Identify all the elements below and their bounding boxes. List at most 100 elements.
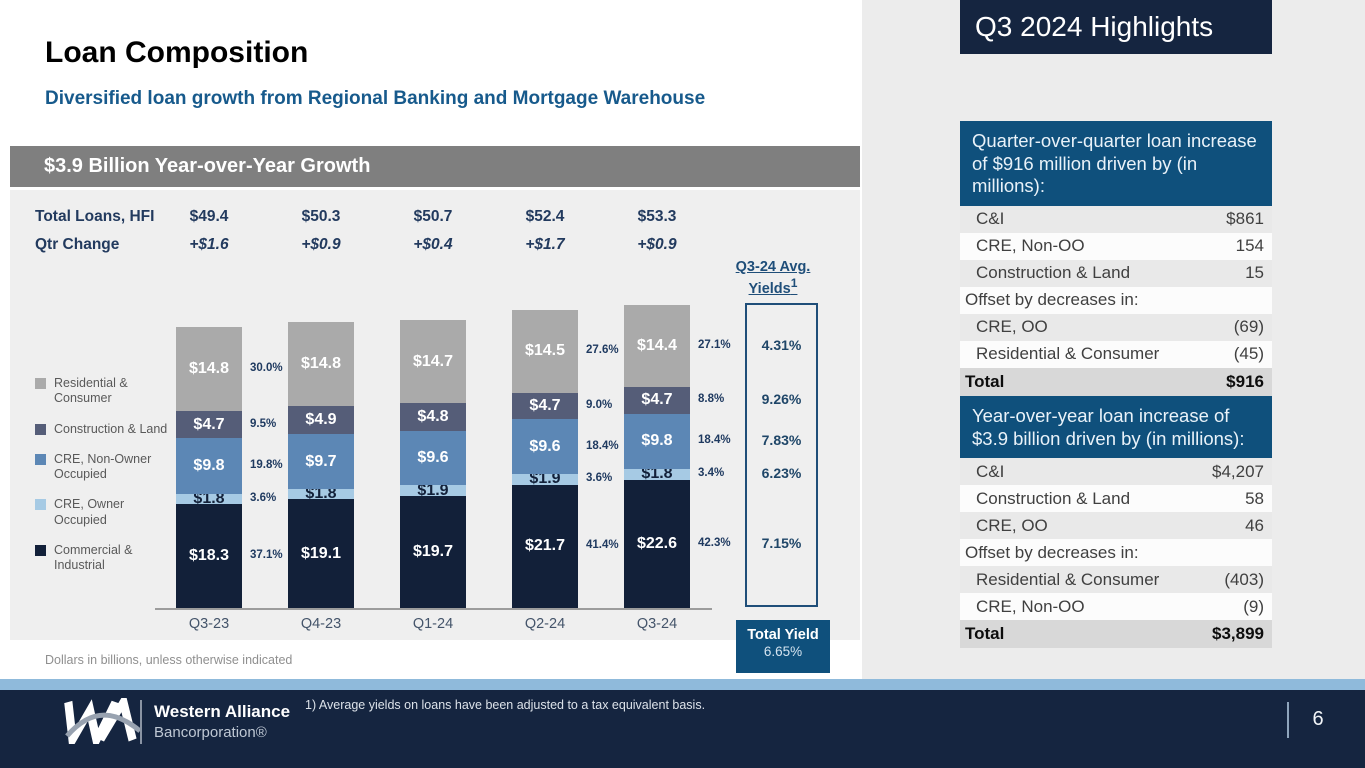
chart-legend: Residential & Consumer Construction & Lan… [35, 376, 195, 588]
table-row: CRE, Non-OO (9) [960, 593, 1272, 621]
bar-segment-value: $1.8 [641, 465, 673, 483]
highlights-header: Q3 2024 Highlights [960, 0, 1272, 54]
total-loans-value: $49.4 [189, 208, 229, 225]
row-value: 58 [1245, 488, 1264, 508]
avg-yield-value: 6.23% [761, 465, 802, 482]
bar-segment-value: $14.7 [412, 352, 454, 370]
x-axis-tick-label: Q3-23 [188, 616, 230, 632]
yields-box [745, 303, 818, 607]
x-axis-tick-label: Q1-24 [412, 616, 454, 632]
bar-segment: $14.8 [176, 327, 242, 412]
row-label: Construction & Land [976, 263, 1131, 283]
row-value: (45) [1233, 344, 1264, 364]
row-value: 15 [1245, 263, 1264, 283]
bar-segment: $19.7 [400, 496, 466, 608]
row-label: C&I [976, 461, 1005, 481]
segment-percent-label: 19.8% [250, 458, 283, 471]
bar-segment-value: $4.8 [417, 407, 449, 425]
bar-segment: $14.7 [400, 319, 466, 404]
bar-segment: $4.7 [512, 392, 578, 420]
bar-segment: $14.5 [512, 310, 578, 393]
row-label: C&I [976, 209, 1005, 229]
total-yield-value: 6.65% [763, 644, 803, 659]
qtr-change-label: Qtr Change [35, 236, 120, 253]
table-row: Residential & Consumer (45) [960, 340, 1272, 368]
x-axis-line [155, 608, 712, 610]
bar-segment-value: $4.7 [529, 396, 561, 414]
table-total-row: Total $916 [960, 367, 1272, 396]
segment-percent-label: 18.4% [698, 434, 731, 447]
total-loans-value: $50.3 [301, 208, 341, 225]
row-value: (69) [1233, 317, 1264, 337]
bar-segment-value: $19.7 [412, 542, 454, 560]
bar-segment-value: $4.7 [193, 415, 225, 433]
x-axis-tick-label: Q2-24 [524, 616, 566, 632]
bar-segment: $1.8 [288, 485, 354, 502]
table-row: CRE, OO (69) [960, 313, 1272, 341]
highlights-table-title: Year-over-year loan increase of $3.9 bil… [960, 396, 1272, 459]
highlights-table: Year-over-year loan increase of $3.9 bil… [960, 396, 1272, 649]
bar-segment-value: $9.8 [193, 456, 225, 474]
qtr-change-value: +$1.6 [189, 236, 229, 253]
segment-percent-label: 27.1% [698, 338, 731, 351]
table-row: C&I $4,207 [960, 458, 1272, 486]
avg-yield-value: 7.83% [761, 432, 802, 449]
legend-item: Residential & Consumer [35, 376, 195, 407]
bar-segment: $1.9 [512, 470, 578, 487]
segment-percent-label: 41.4% [586, 539, 619, 552]
segment-percent-label: 3.6% [586, 472, 613, 485]
brand-text: Western Alliance Bancorporation® [154, 702, 290, 741]
row-value: 46 [1245, 515, 1264, 535]
row-label: Construction & Land [976, 488, 1131, 508]
row-label: CRE, Non-OO [976, 596, 1085, 616]
x-axis-tick-label: Q3-24 [636, 616, 678, 632]
logo-divider [140, 700, 142, 744]
page-number-divider [1287, 702, 1289, 738]
qtr-change-value: +$0.9 [637, 236, 677, 253]
page-subtitle: Diversified loan growth from Regional Ba… [45, 88, 706, 109]
table-row: CRE, Non-OO 154 [960, 232, 1272, 260]
segment-percent-label: 9.5% [250, 417, 277, 430]
segment-percent-label: 37.1% [250, 548, 283, 561]
bar-segment: $1.8 [624, 465, 690, 482]
total-loans-value: $52.4 [525, 208, 565, 225]
total-value: $916 [1226, 371, 1264, 391]
bar-segment-value: $14.5 [524, 342, 566, 360]
legend-swatch-icon [35, 499, 46, 511]
table-row: Construction & Land 58 [960, 485, 1272, 513]
yields-header-line2: Yields1 [748, 276, 798, 297]
total-loans-value: $50.7 [413, 208, 453, 225]
qtr-change-value: +$0.9 [301, 236, 341, 253]
table-row: Offset by decreases in: [960, 286, 1272, 314]
footer-bar: Western Alliance Bancorporation® 1) Aver… [0, 690, 1365, 768]
highlights-panel: Q3 2024 Highlights Quarter-over-quarter … [862, 0, 1365, 679]
bar-segment: $4.9 [288, 406, 354, 435]
row-value: $4,207 [1212, 461, 1264, 481]
row-value: 154 [1235, 236, 1264, 256]
total-loans-label: Total Loans, HFI [35, 208, 155, 225]
bar-segment-value: $9.6 [529, 437, 561, 455]
yields-header-line1: Q3-24 Avg. [735, 259, 811, 275]
row-value: (9) [1243, 596, 1264, 616]
legend-item: Commercial & Industrial [35, 543, 195, 574]
row-label: Residential & Consumer [976, 344, 1160, 364]
bar-segment-value: $18.3 [188, 546, 230, 564]
bar-segment: $21.7 [512, 484, 578, 608]
avg-yield-value: 4.31% [761, 336, 802, 353]
segment-percent-label: 18.4% [586, 439, 619, 452]
bar-segment-value: $9.8 [641, 432, 673, 450]
bar-segment-value: $19.1 [300, 544, 342, 562]
total-label: Total [965, 371, 1005, 391]
page-title: Loan Composition [45, 36, 309, 69]
legend-item: CRE, Owner Occupied [35, 497, 195, 528]
row-label: Offset by decreases in: [965, 542, 1139, 562]
bar-segment-value: $22.6 [636, 534, 678, 552]
loan-composition-chart: Total Loans, HFI Qtr Change Residential … [10, 190, 860, 640]
row-label: CRE, OO [976, 317, 1048, 337]
segment-percent-label: 9.0% [586, 398, 613, 411]
legend-label: CRE, Non-Owner Occupied [54, 451, 152, 481]
row-label: Offset by decreases in: [965, 290, 1139, 310]
brand-name: Western Alliance [154, 702, 291, 721]
bar-segment-value: $1.8 [305, 485, 337, 503]
